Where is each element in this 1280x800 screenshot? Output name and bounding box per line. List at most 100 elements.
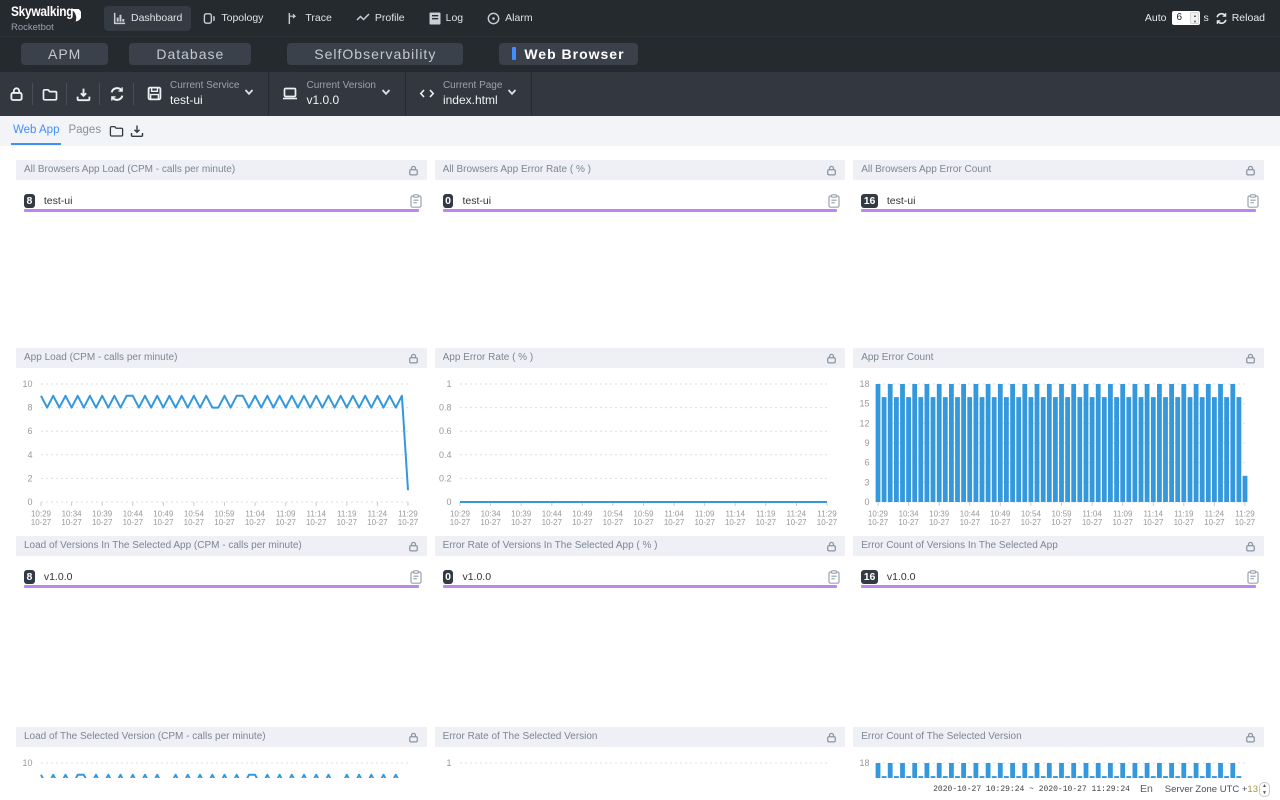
svg-text:0: 0	[446, 497, 451, 507]
svg-text:0.2: 0.2	[439, 473, 452, 483]
svg-text:10:39: 10:39	[929, 510, 950, 519]
svg-text:10-27: 10-27	[541, 518, 562, 527]
svg-text:10:29: 10:29	[31, 510, 52, 519]
svg-text:10:44: 10:44	[960, 510, 981, 519]
svg-text:10: 10	[22, 379, 32, 389]
svg-text:11:29: 11:29	[817, 510, 837, 519]
svg-text:10:44: 10:44	[123, 510, 144, 519]
svg-text:10-27: 10-27	[1143, 518, 1164, 527]
svg-text:10: 10	[22, 758, 32, 768]
svg-text:10-27: 10-27	[572, 518, 593, 527]
svg-text:11:19: 11:19	[756, 510, 776, 519]
svg-text:10-27: 10-27	[663, 518, 684, 527]
svg-text:11:09: 11:09	[1113, 510, 1133, 519]
svg-text:10-27: 10-27	[694, 518, 715, 527]
svg-text:12: 12	[860, 418, 870, 428]
svg-text:11:09: 11:09	[276, 510, 296, 519]
svg-text:8: 8	[27, 403, 32, 413]
svg-text:10:34: 10:34	[62, 510, 83, 519]
svg-text:10-27: 10-27	[449, 518, 470, 527]
svg-text:11:19: 11:19	[1174, 510, 1194, 519]
svg-text:10-27: 10-27	[929, 518, 950, 527]
svg-text:10:59: 10:59	[1052, 510, 1073, 519]
svg-text:18: 18	[860, 379, 870, 389]
svg-text:10-27: 10-27	[480, 518, 501, 527]
svg-text:10:54: 10:54	[602, 510, 623, 519]
svg-text:10-27: 10-27	[1235, 518, 1256, 527]
svg-text:11:04: 11:04	[245, 510, 265, 519]
svg-text:10-27: 10-27	[398, 518, 419, 527]
svg-text:11:14: 11:14	[306, 510, 326, 519]
svg-text:10-27: 10-27	[786, 518, 807, 527]
svg-text:10-27: 10-27	[602, 518, 623, 527]
svg-text:10:59: 10:59	[633, 510, 654, 519]
svg-text:10-27: 10-27	[633, 518, 654, 527]
svg-text:9: 9	[865, 438, 870, 448]
svg-text:10-27: 10-27	[1021, 518, 1042, 527]
svg-text:11:24: 11:24	[786, 510, 806, 519]
svg-text:10-27: 10-27	[184, 518, 205, 527]
svg-text:10:44: 10:44	[541, 510, 562, 519]
svg-text:11:04: 11:04	[1083, 510, 1103, 519]
svg-text:3: 3	[865, 477, 870, 487]
svg-text:10:54: 10:54	[1021, 510, 1042, 519]
svg-text:0.4: 0.4	[439, 450, 452, 460]
svg-text:10:54: 10:54	[184, 510, 205, 519]
svg-text:10-27: 10-27	[755, 518, 776, 527]
svg-text:10:34: 10:34	[899, 510, 920, 519]
svg-text:10-27: 10-27	[899, 518, 920, 527]
svg-text:10:29: 10:29	[868, 510, 889, 519]
svg-text:6: 6	[27, 426, 32, 436]
svg-text:11:24: 11:24	[368, 510, 388, 519]
svg-text:10-27: 10-27	[960, 518, 981, 527]
svg-text:11:29: 11:29	[1235, 510, 1255, 519]
svg-text:0.8: 0.8	[439, 403, 452, 413]
svg-text:11:29: 11:29	[398, 510, 418, 519]
svg-text:10:59: 10:59	[214, 510, 235, 519]
svg-text:4: 4	[27, 450, 32, 460]
svg-text:0: 0	[27, 497, 32, 507]
svg-text:10-27: 10-27	[275, 518, 296, 527]
svg-text:10-27: 10-27	[337, 518, 358, 527]
svg-text:10-27: 10-27	[214, 518, 235, 527]
svg-text:6: 6	[865, 458, 870, 468]
svg-text:10-27: 10-27	[990, 518, 1011, 527]
svg-text:10:49: 10:49	[153, 510, 174, 519]
svg-text:11:14: 11:14	[725, 510, 745, 519]
svg-text:10-27: 10-27	[1051, 518, 1072, 527]
svg-text:10-27: 10-27	[92, 518, 113, 527]
svg-text:11:09: 11:09	[695, 510, 715, 519]
svg-text:1: 1	[446, 758, 451, 768]
svg-text:0.6: 0.6	[439, 426, 452, 436]
svg-text:10:29: 10:29	[450, 510, 471, 519]
svg-text:10-27: 10-27	[725, 518, 746, 527]
svg-text:10-27: 10-27	[511, 518, 532, 527]
svg-text:18: 18	[860, 758, 870, 768]
svg-text:10:49: 10:49	[572, 510, 593, 519]
svg-text:10-27: 10-27	[868, 518, 889, 527]
svg-text:10-27: 10-27	[31, 518, 52, 527]
svg-text:15: 15	[860, 399, 870, 409]
svg-text:10-27: 10-27	[123, 518, 144, 527]
svg-text:10-27: 10-27	[153, 518, 174, 527]
svg-text:10-27: 10-27	[1204, 518, 1225, 527]
svg-text:10:39: 10:39	[511, 510, 532, 519]
svg-text:10-27: 10-27	[306, 518, 327, 527]
svg-text:10-27: 10-27	[1174, 518, 1195, 527]
svg-text:11:14: 11:14	[1144, 510, 1164, 519]
svg-text:10:39: 10:39	[92, 510, 113, 519]
svg-text:10-27: 10-27	[245, 518, 266, 527]
svg-text:10-27: 10-27	[1082, 518, 1103, 527]
svg-text:10-27: 10-27	[1113, 518, 1134, 527]
svg-text:10-27: 10-27	[61, 518, 82, 527]
svg-text:11:24: 11:24	[1205, 510, 1225, 519]
svg-text:10-27: 10-27	[367, 518, 388, 527]
svg-text:1: 1	[446, 379, 451, 389]
svg-text:11:19: 11:19	[337, 510, 357, 519]
svg-text:10:34: 10:34	[480, 510, 501, 519]
svg-text:11:04: 11:04	[664, 510, 684, 519]
svg-text:10:49: 10:49	[990, 510, 1011, 519]
svg-text:2: 2	[27, 473, 32, 483]
svg-text:0: 0	[865, 497, 870, 507]
svg-text:10-27: 10-27	[816, 518, 837, 527]
